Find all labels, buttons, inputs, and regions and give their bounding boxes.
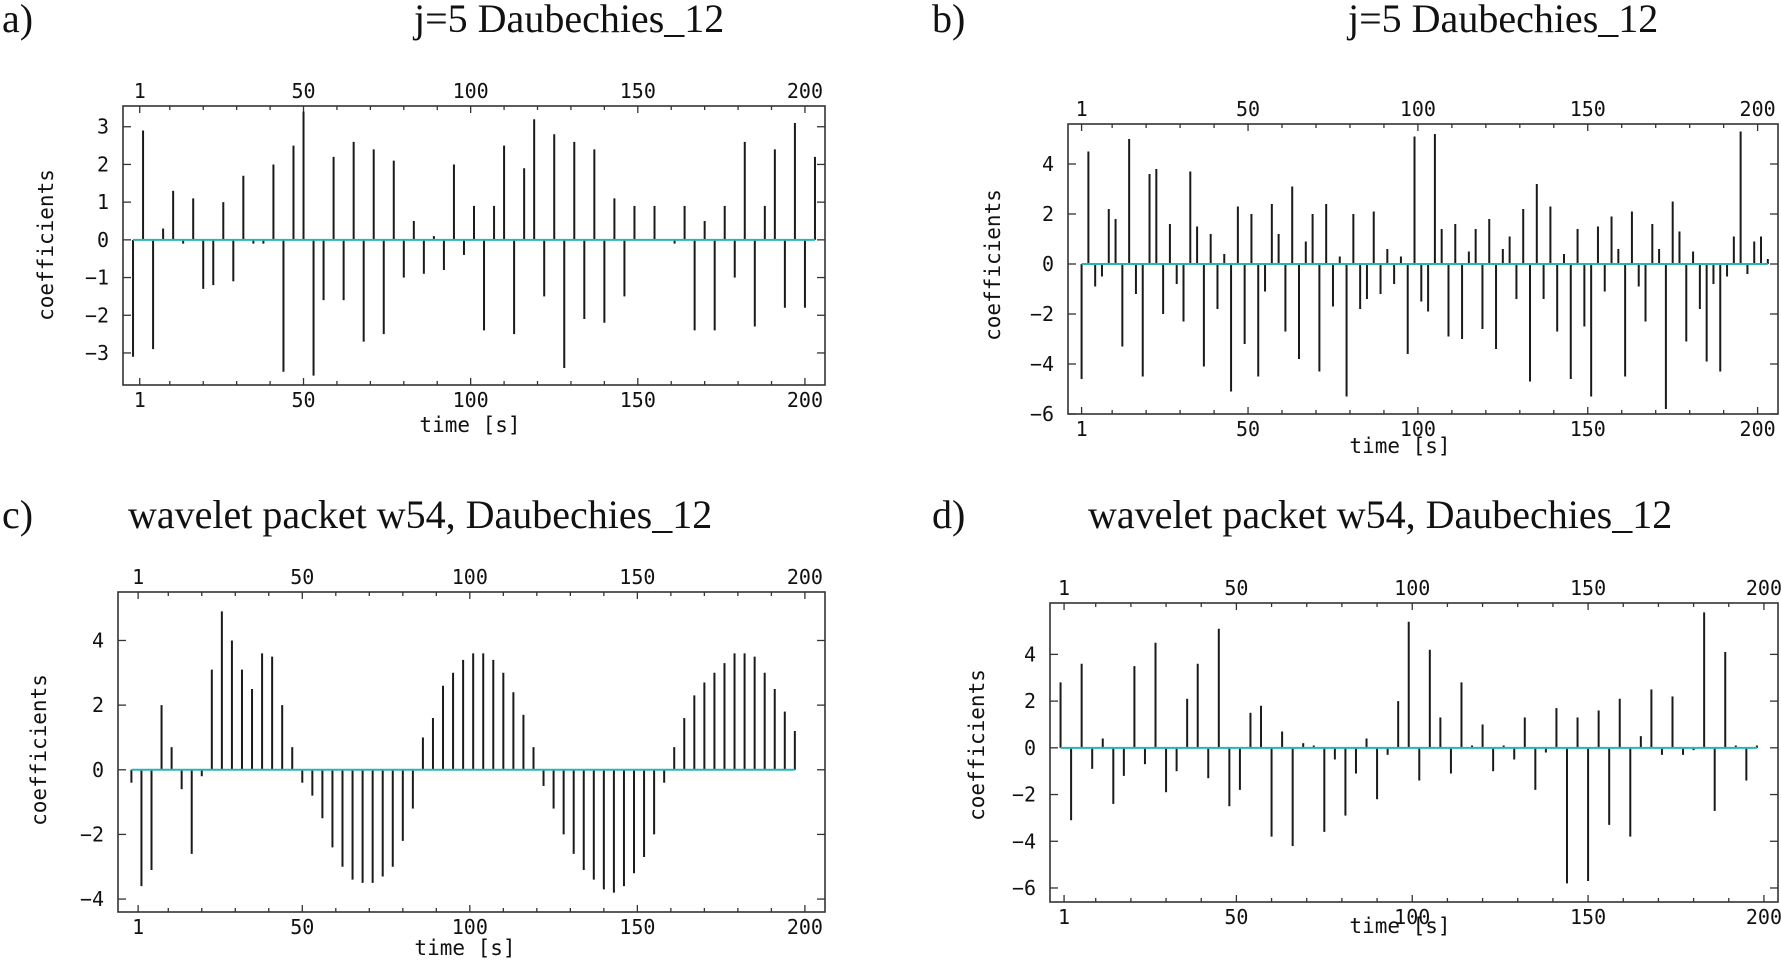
y-tick-label: −3 <box>85 341 109 365</box>
panel-d-frame <box>1049 602 1779 903</box>
panel-a-label: a) <box>2 0 33 41</box>
x-tick-label-top: 50 <box>291 79 315 103</box>
y-tick-label: 0 <box>97 228 109 252</box>
panel-c-label: c) <box>2 492 33 537</box>
y-tick-label: 4 <box>1042 152 1054 176</box>
panel-b-xlabel: time [s] <box>1349 434 1450 458</box>
x-tick-label-top: 150 <box>1570 576 1606 600</box>
x-tick-label: 100 <box>1394 905 1430 929</box>
panel-b: b) j=5 Daubechies_12 time [s] coefficien… <box>932 0 1779 458</box>
x-tick-label: 200 <box>787 388 823 412</box>
x-tick-label-top: 100 <box>453 79 489 103</box>
x-tick-label: 50 <box>290 915 314 939</box>
x-tick-label: 1 <box>134 388 146 412</box>
y-tick-label: −2 <box>85 303 109 327</box>
x-tick-label-top: 100 <box>1400 97 1436 121</box>
y-tick-label: 2 <box>97 152 109 176</box>
y-tick-label: 0 <box>1024 736 1036 760</box>
panel-b-ylabel: coefficients <box>981 189 1005 341</box>
x-tick-label-top: 200 <box>1746 576 1781 600</box>
x-tick-label: 200 <box>1746 905 1781 929</box>
y-tick-label: 4 <box>1024 642 1036 666</box>
x-tick-label: 100 <box>1400 417 1436 441</box>
panel-d-title: wavelet packet w54, Daubechies_12 <box>1088 492 1672 537</box>
y-tick-label: −6 <box>1012 876 1036 900</box>
x-tick-label-top: 50 <box>290 565 314 589</box>
x-tick-label-top: 200 <box>1740 97 1776 121</box>
panel-b-label: b) <box>932 0 965 41</box>
x-tick-label-top: 1 <box>132 565 144 589</box>
y-tick-label: −4 <box>1012 829 1036 853</box>
y-tick-label: 1 <box>97 190 109 214</box>
x-tick-label-top: 50 <box>1236 97 1260 121</box>
x-tick-label: 1 <box>132 915 144 939</box>
x-tick-label-top: 1 <box>134 79 146 103</box>
x-tick-label-top: 1 <box>1076 97 1088 121</box>
y-tick-label: 2 <box>1042 202 1054 226</box>
x-tick-label: 150 <box>620 388 656 412</box>
x-tick-label: 1 <box>1076 417 1088 441</box>
panel-d: d) wavelet packet w54, Daubechies_12 tim… <box>932 492 1781 938</box>
x-tick-label: 1 <box>1058 905 1070 929</box>
x-tick-label: 150 <box>1570 905 1606 929</box>
x-tick-label: 100 <box>452 915 488 939</box>
panel-a-frame <box>122 105 826 386</box>
panel-d-ylabel: coefficients <box>965 669 989 821</box>
panel-c-xlabel: time [s] <box>414 936 515 960</box>
y-tick-label: −1 <box>85 266 109 290</box>
panel-d-xlabel: time [s] <box>1349 914 1450 938</box>
y-tick-label: −6 <box>1030 402 1054 426</box>
y-tick-label: 2 <box>92 693 104 717</box>
panel-b-title: j=5 Daubechies_12 <box>1346 0 1658 41</box>
x-tick-label: 150 <box>619 915 655 939</box>
x-tick-label-top: 100 <box>452 565 488 589</box>
panel-c-title: wavelet packet w54, Daubechies_12 <box>128 492 712 537</box>
panel-d-label: d) <box>932 492 965 537</box>
y-tick-label: 3 <box>97 115 109 139</box>
y-tick-label: 4 <box>92 628 104 652</box>
x-tick-label-top: 50 <box>1224 576 1248 600</box>
x-tick-label: 100 <box>453 388 489 412</box>
y-tick-label: −2 <box>1012 783 1036 807</box>
y-tick-label: −4 <box>1030 352 1054 376</box>
x-tick-label: 50 <box>291 388 315 412</box>
y-tick-label: 0 <box>92 758 104 782</box>
x-tick-label-top: 150 <box>619 565 655 589</box>
x-tick-label: 50 <box>1236 417 1260 441</box>
panel-a-ylabel: coefficients <box>34 169 58 321</box>
x-tick-label-top: 1 <box>1058 576 1070 600</box>
panel-a-title: j=5 Daubechies_12 <box>412 0 724 41</box>
panel-a: a) j=5 Daubechies_12 time [s] coefficien… <box>2 0 826 437</box>
x-tick-label: 50 <box>1224 905 1248 929</box>
x-tick-label-top: 100 <box>1394 576 1430 600</box>
y-tick-label: 2 <box>1024 689 1036 713</box>
x-tick-label-top: 150 <box>1570 97 1606 121</box>
y-tick-label: −4 <box>80 887 104 911</box>
panel-c-frame <box>117 591 826 913</box>
x-tick-label: 200 <box>787 915 823 939</box>
panel-c-ylabel: coefficients <box>27 674 51 826</box>
y-tick-label: −2 <box>80 822 104 846</box>
x-tick-label: 150 <box>1570 417 1606 441</box>
x-tick-label-top: 200 <box>787 565 823 589</box>
y-tick-label: −2 <box>1030 302 1054 326</box>
x-tick-label: 200 <box>1740 417 1776 441</box>
y-tick-label: 0 <box>1042 252 1054 276</box>
panel-b-frame <box>1067 123 1779 415</box>
panel-a-xlabel: time [s] <box>419 413 520 437</box>
x-tick-label-top: 200 <box>787 79 823 103</box>
panel-c: c) wavelet packet w54, Daubechies_12 tim… <box>2 492 826 960</box>
x-tick-label-top: 150 <box>620 79 656 103</box>
